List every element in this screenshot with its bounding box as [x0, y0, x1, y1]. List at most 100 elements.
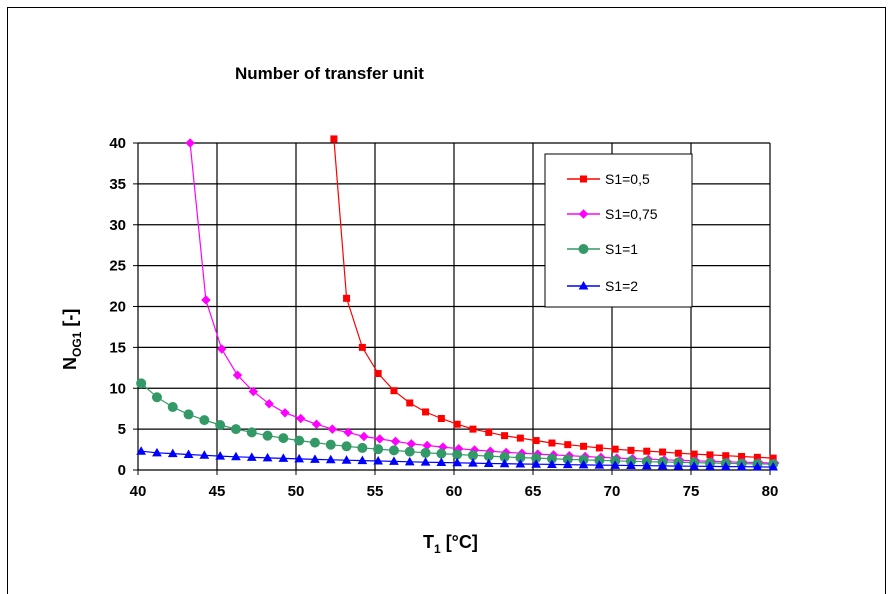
data-point	[483, 458, 494, 467]
legend-marker	[578, 209, 589, 219]
data-point	[404, 446, 415, 457]
data-point	[548, 439, 556, 447]
data-point	[562, 459, 573, 469]
x-axis-title-rest: [°C]	[441, 532, 478, 552]
data-point	[167, 448, 178, 458]
data-point	[452, 449, 463, 460]
x-tick-label: 45	[209, 483, 226, 500]
data-point	[736, 461, 747, 471]
y-tick-label: 30	[109, 217, 126, 234]
data-point	[183, 449, 194, 458]
data-point	[564, 441, 572, 449]
legend-label: S1=2	[605, 278, 638, 294]
y-tick-label: 0	[118, 462, 126, 479]
data-point	[296, 413, 306, 424]
data-point	[578, 459, 589, 469]
x-tick-label: 40	[130, 483, 147, 500]
data-point	[217, 344, 227, 354]
data-point	[389, 456, 399, 465]
data-point	[278, 433, 289, 444]
data-point	[215, 420, 226, 431]
tick-labels: 40 45 50 55 60 65 70 75 80 0 5 10 15 20 25 30 35 40	[109, 135, 778, 500]
y-tick-label: 35	[109, 176, 126, 193]
data-point	[136, 378, 147, 389]
legend-label: S1=1	[605, 241, 638, 257]
x-tick-label: 50	[288, 483, 305, 500]
data-point	[167, 402, 178, 413]
data-point	[469, 425, 477, 433]
data-point	[485, 428, 493, 436]
y-axis-title-main: N	[60, 357, 80, 370]
y-axis-title: NOG1 [-]	[60, 309, 84, 370]
x-tick-label: 60	[446, 483, 463, 500]
data-point	[358, 343, 366, 351]
data-point	[343, 294, 351, 302]
data-point	[422, 408, 430, 416]
data-point	[375, 434, 385, 444]
legend: S1=0,5 S1=0,75 S1=1 S1=2	[544, 153, 693, 308]
data-point	[294, 435, 305, 446]
data-point	[262, 452, 273, 462]
data-point	[201, 295, 211, 305]
data-point	[152, 447, 162, 457]
data-point	[373, 444, 384, 455]
data-point	[280, 408, 290, 418]
data-point	[327, 424, 338, 434]
data-point	[199, 415, 210, 426]
data-point	[436, 457, 447, 466]
data-point	[404, 456, 415, 466]
data-point	[325, 454, 336, 464]
data-point	[230, 424, 241, 435]
data-point	[516, 434, 524, 442]
data-point	[341, 455, 352, 464]
data-point	[374, 370, 382, 378]
series-4	[136, 446, 779, 471]
data-point	[185, 138, 195, 148]
chart-frame	[7, 7, 886, 594]
data-point	[420, 447, 431, 458]
data-point	[689, 461, 700, 470]
data-point	[468, 458, 478, 467]
data-point	[357, 442, 368, 453]
data-point	[643, 447, 651, 455]
data-point	[199, 450, 210, 459]
data-point	[390, 387, 398, 395]
data-point	[232, 370, 243, 380]
data-point	[595, 444, 603, 452]
data-point	[264, 399, 274, 409]
data-point	[641, 460, 652, 470]
data-point	[388, 445, 399, 456]
data-point	[325, 439, 336, 450]
series-3	[136, 378, 779, 470]
y-tick-label: 40	[109, 135, 126, 152]
data-point	[531, 459, 542, 468]
data-point	[594, 460, 605, 469]
legend-label: S1=0,5	[605, 171, 650, 187]
y-tick-label: 10	[109, 380, 126, 397]
series-layer	[136, 135, 780, 471]
legend-marker	[580, 175, 587, 183]
y-axis-title-sub: OG1	[70, 331, 84, 357]
data-point	[406, 399, 414, 407]
y-tick-label: 25	[109, 258, 126, 275]
legend-marker	[578, 280, 589, 290]
data-point	[452, 457, 463, 467]
data-point	[330, 135, 338, 143]
x-axis-title-main: T	[423, 532, 434, 552]
data-point	[673, 461, 684, 470]
data-point	[357, 455, 368, 465]
data-point	[501, 432, 509, 440]
chart-title: Number of transfer unit	[235, 64, 424, 83]
data-point	[627, 446, 635, 454]
data-point	[453, 420, 461, 428]
y-tick-label: 15	[109, 339, 126, 356]
data-point	[246, 427, 257, 438]
data-point	[436, 448, 447, 459]
data-point	[611, 445, 619, 453]
data-point	[626, 460, 636, 470]
data-point	[532, 437, 540, 445]
data-point	[690, 450, 698, 458]
data-point	[515, 458, 526, 468]
x-tick-label: 65	[525, 483, 542, 500]
